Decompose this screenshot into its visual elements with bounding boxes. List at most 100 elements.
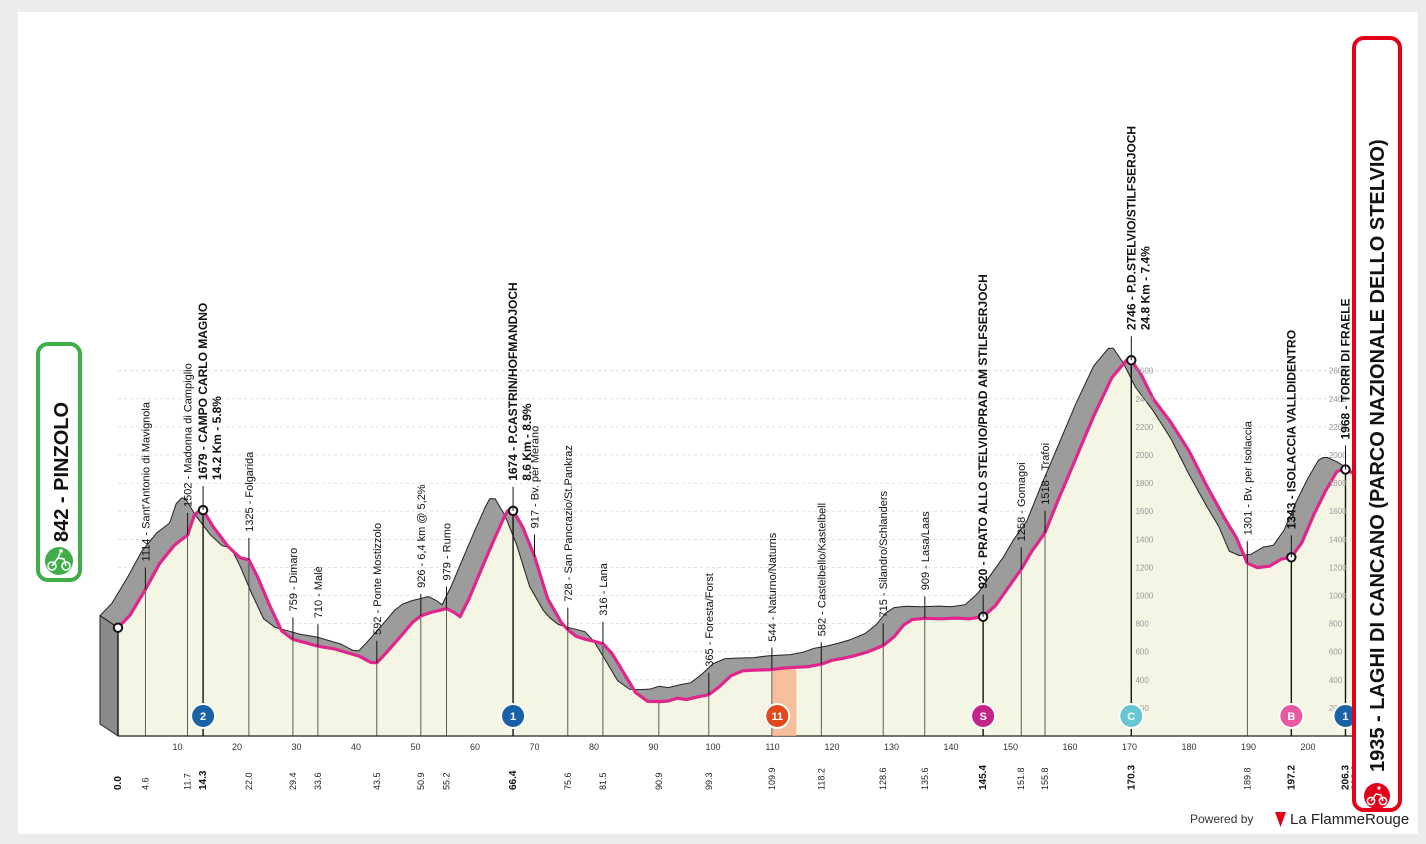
- elevation-tick-label: 200: [1135, 704, 1149, 713]
- route-line: [116, 358, 1357, 704]
- point-label: 1258 - Gomagoi: [1016, 462, 1028, 541]
- point-label: 1968 - TORRI DI FRAELE: [1338, 298, 1352, 439]
- gpm-badge-text: 2: [200, 711, 206, 723]
- finish-label: 1935 - LAGHI DI CANCANO (PARCO NAZIONALE…: [1367, 139, 1389, 772]
- km-mark-label: 43.5: [372, 772, 382, 790]
- km-mark-label: 109.9: [767, 767, 777, 790]
- gpm-badge-circle: [190, 703, 217, 729]
- elevation-tick-label: 400: [1329, 676, 1343, 685]
- km-mark-label: 99.3: [704, 772, 714, 790]
- km-mark-label: 22.0: [244, 772, 254, 790]
- feed-badge-text: 11: [771, 711, 783, 723]
- point-label: 979 - Rumo: [441, 523, 453, 580]
- climb-stats-label: 24.8 Km - 7.4%: [1138, 246, 1152, 330]
- gpm-badge-text: 1: [1342, 711, 1348, 723]
- finish-box-frame: [1352, 36, 1402, 812]
- cyclist-icon: [45, 547, 73, 575]
- badge-feed-icon: 11: [764, 703, 791, 729]
- point-label: 909 - Lasa/Laas: [920, 511, 932, 590]
- km-axis-tick: 20: [232, 742, 242, 752]
- km-axis-tick: 40: [351, 742, 361, 752]
- km-mark-label: 145.4: [978, 765, 989, 790]
- km-axis-tick: 80: [589, 742, 599, 752]
- elevation-tick-label: 1000: [1135, 592, 1153, 601]
- point-label: 715 - Silandro/Schlanders: [878, 490, 890, 617]
- point-label: 917 - Bv. per Merano: [530, 426, 542, 529]
- sprint-badge-circle: [970, 703, 997, 729]
- km-mark-label: 33.6: [313, 772, 323, 790]
- point-label: 920 - PRATO ALLO STELVIO/PRAD AM STILFSE…: [976, 274, 990, 588]
- km-mark-label: 118.2: [816, 768, 826, 790]
- badge-sprint-icon: S: [970, 703, 997, 729]
- elevation-tick-label: 1800: [1135, 479, 1153, 488]
- km-axis-tick: 120: [824, 742, 839, 752]
- elevation-tick-label: 2200: [1329, 423, 1347, 432]
- km-axis-tick: 190: [1241, 742, 1256, 752]
- km-mark-label: 206.3: [1340, 765, 1351, 790]
- elevation-tick-label: 600: [1135, 648, 1149, 657]
- badge-gpm-icon: 1: [500, 703, 527, 729]
- point-label: 926 - 6,4 km @ 5,2%: [416, 484, 428, 588]
- profile-left-wall: [99, 614, 119, 737]
- km-mark-label: 50.9: [416, 772, 426, 790]
- flamme-rouge-logo-icon: [1275, 812, 1286, 827]
- km-mark-label: 4.6: [140, 777, 150, 790]
- km-mark-label: 170.3: [1126, 765, 1137, 790]
- km-mark-label: 90.9: [654, 772, 664, 790]
- point-label: 1343 - ISOLACCIA VALLDIDENTRO: [1284, 330, 1298, 529]
- bonus-badge-text: B: [1287, 711, 1295, 723]
- elevation-tick-label: 1200: [1329, 563, 1347, 572]
- finish-box: 1935 - LAGHI DI CANCANO (PARCO NAZIONALE…: [1352, 36, 1402, 812]
- km-mark-label: 151.8: [1016, 767, 1026, 790]
- point-label: 592 - Ponte Mostizzolo: [372, 523, 384, 635]
- km-mark-label: 66.4: [508, 770, 519, 790]
- km-axis-tick: 30: [291, 742, 301, 752]
- km-axis-tick: 140: [943, 742, 958, 752]
- climb-stats-label: 14.2 Km - 5.8%: [210, 396, 224, 480]
- point-label: 365 - Foresta/Forst: [704, 573, 716, 667]
- km-mark-label: 128.6: [878, 767, 888, 790]
- km-axis-tick: 110: [765, 742, 779, 752]
- profile-fill-area: [118, 360, 1356, 736]
- elevation-tick-label: 2400: [1135, 395, 1153, 404]
- cima-badge-circle: [1118, 703, 1145, 729]
- km-axis-tick: 10: [172, 742, 182, 752]
- km-axis-tick: 200: [1300, 742, 1315, 752]
- elevation-tick-label: 1200: [1135, 563, 1153, 572]
- point-label: 1502 - Madonna di Campiglio: [183, 363, 195, 507]
- point-label: 1114 - Sant'Antonio di Mavignola: [140, 401, 152, 561]
- elevation-tick-label: 1000: [1329, 592, 1347, 601]
- km-mark-label: 189.8: [1242, 767, 1252, 790]
- elevation-tick-label: 2600: [1329, 367, 1347, 376]
- badge-cima-icon: C: [1118, 703, 1145, 729]
- point-label: 1301 - Bv. per Isolaccia: [1242, 420, 1254, 535]
- point-label: 1679 - CAMPO CARLO MAGNO: [196, 303, 210, 480]
- elevation-tick-label: 2000: [1135, 451, 1153, 460]
- km-mark-label: 0.0: [113, 776, 124, 790]
- elevation-tick-label: 2000: [1329, 451, 1347, 460]
- km-axis-tick: 60: [470, 742, 480, 752]
- km-mark-label: 81.5: [598, 772, 608, 790]
- km-axis-tick: 130: [884, 742, 899, 752]
- start-label: 842 - PINZOLO: [51, 402, 73, 542]
- elevation-tick-label: 800: [1329, 620, 1343, 629]
- km-axis-tick: 50: [410, 742, 420, 752]
- start-box-frame: [36, 342, 82, 582]
- point-label: 1674 - P.CASTRIN/HOFMANDJOCH: [506, 282, 520, 480]
- elevation-tick-label: 2400: [1329, 395, 1347, 404]
- point-label: 759 - Dimaro: [288, 548, 300, 612]
- elevation-tick-label: 1600: [1135, 507, 1153, 516]
- elevation-tick-label: 1400: [1135, 535, 1153, 544]
- feed-badge-circle: [764, 703, 791, 729]
- point-label: 582 - Castelbello/Kastelbell: [816, 503, 828, 636]
- point-label: 2746 - P.D.STELVIO/STILFSERJOCH: [1124, 126, 1138, 330]
- km-mark-label: 11.7: [183, 773, 193, 790]
- gpm-badge-circle: [500, 703, 527, 729]
- elevation-tick-label: 1800: [1329, 479, 1347, 488]
- profile-card: 2002004004006006008008001000100012001200…: [18, 12, 1418, 834]
- elevation-tick-label: 400: [1135, 676, 1149, 685]
- km-mark-label: 135.6: [920, 767, 930, 790]
- sprint-badge-text: S: [979, 711, 986, 723]
- start-box: 842 - PINZOLO: [36, 342, 82, 582]
- km-axis-tick: 100: [705, 742, 720, 752]
